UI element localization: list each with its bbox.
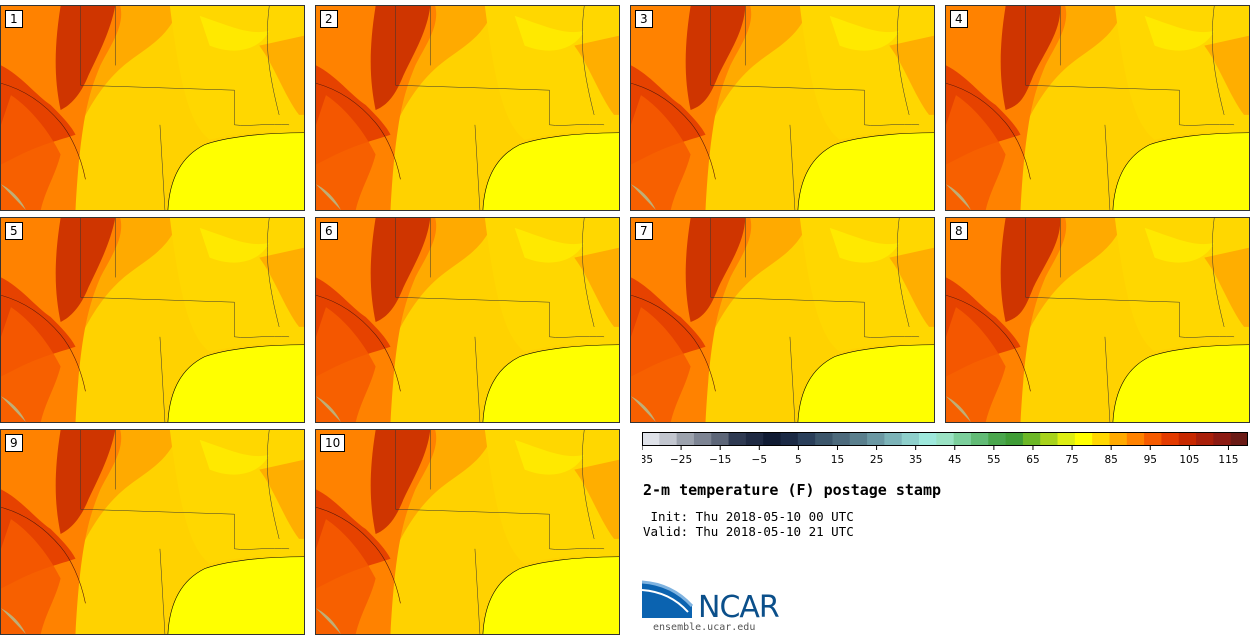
temperature-map [316,430,619,634]
member-label: 10 [320,434,346,452]
colorbar-tick-label: 75 [1065,454,1078,466]
member-panel-10: 10 [315,429,620,635]
colorbar-swatch [970,432,989,446]
colorbar-tick-label: 85 [1104,454,1117,466]
member-panel-2: 2 [315,5,620,211]
colorbar-swatch [642,432,660,446]
member-label: 2 [320,10,338,28]
member-panel-5: 5 [0,217,305,423]
colorbar-ticks: −35 −25 −15 −5 5 15 25 35 45 55 65 75 85 95 105 115 [642,446,1238,466]
colorbar-swatch [1144,432,1162,446]
colorbar-tick-label: 105 [1179,454,1199,466]
colorbar-swatch [693,432,712,446]
member-label: 6 [320,222,338,240]
colorbar-swatch [1057,432,1076,446]
colorbar-swatch [988,432,1007,446]
temperature-map [631,6,934,210]
member-label: 1 [5,10,23,28]
colorbar-tick-label: −15 [709,454,731,466]
member-label: 4 [950,10,968,28]
colorbar-swatch [1092,432,1110,446]
colorbar-tick-label: −25 [670,454,692,466]
colorbar [642,432,1248,446]
colorbar-tick-label: 25 [870,454,883,466]
colorbar-swatch [659,432,678,446]
colorbar-tick-label: 65 [1026,454,1039,466]
temperature-map [316,6,619,210]
colorbar-swatch [867,432,885,446]
colorbar-swatch [780,432,799,446]
colorbar-swatch [745,432,764,446]
colorbar-tick-label: 35 [909,454,922,466]
member-panel-8: 8 [945,217,1250,423]
colorbar-swatch [763,432,782,446]
colorbar-swatch [849,432,868,446]
colorbar-swatch [1213,432,1232,446]
colorbar-tick-label: 5 [795,454,802,466]
ncar-logo[interactable]: NCAR ensemble.ucar.edu [642,578,802,634]
colorbar-swatch [1178,432,1197,446]
colorbar-tick-label: −35 [642,454,653,466]
colorbar-swatch [1230,432,1248,446]
member-label: 8 [950,222,968,240]
colorbar-swatch [953,432,972,446]
colorbar-tick-label: 115 [1218,454,1238,466]
colorbar-swatch [936,432,955,446]
member-panel-1: 1 [0,5,305,211]
colorbar-swatch [1109,432,1128,446]
colorbar-tick-label: −5 [752,454,767,466]
colorbar-tick-label: 55 [987,454,1000,466]
member-panel-4: 4 [945,5,1250,211]
valid-time: Valid: Thu 2018-05-10 21 UTC [643,524,854,539]
member-panel-9: 9 [0,429,305,635]
colorbar-swatch [1126,432,1145,446]
member-label: 5 [5,222,23,240]
temperature-map [946,6,1249,210]
colorbar-swatch [815,432,833,446]
colorbar-swatch [1005,432,1024,446]
temperature-map [1,430,304,634]
member-panel-6: 6 [315,217,620,423]
colorbar-swatch [884,432,903,446]
colorbar-outline [642,432,1248,446]
member-panel-7: 7 [630,217,935,423]
colorbar-swatch [832,432,851,446]
ncar-logo-text: NCAR [698,590,780,625]
member-label: 9 [5,434,23,452]
colorbar-swatch [1074,432,1093,446]
colorbar-swatch [728,432,747,446]
colorbar-swatch [711,432,730,446]
ncar-url[interactable]: ensemble.ucar.edu [653,622,756,633]
colorbar-tick-label: 15 [831,454,844,466]
colorbar-swatch [797,432,816,446]
init-time: Init: Thu 2018-05-10 00 UTC [643,509,854,524]
member-label: 3 [635,10,653,28]
colorbar-tick-label: 95 [1144,454,1157,466]
member-panel-3: 3 [630,5,935,211]
colorbar-swatch [919,432,937,446]
colorbar-tick-label: 45 [948,454,961,466]
temperature-map [316,218,619,422]
temperature-map [1,218,304,422]
member-label: 7 [635,222,653,240]
temperature-map [946,218,1249,422]
colorbar-swatch [1161,432,1180,446]
temperature-map [631,218,934,422]
colorbar-swatch [1022,432,1041,446]
colorbar-swatch [1196,432,1214,446]
chart-title: 2-m temperature (F) postage stamp [643,481,942,499]
ncar-swoosh-icon [642,580,694,618]
colorbar-swatch [1040,432,1059,446]
temperature-map [1,6,304,210]
colorbar-swatch [676,432,695,446]
colorbar-swatch [901,432,920,446]
